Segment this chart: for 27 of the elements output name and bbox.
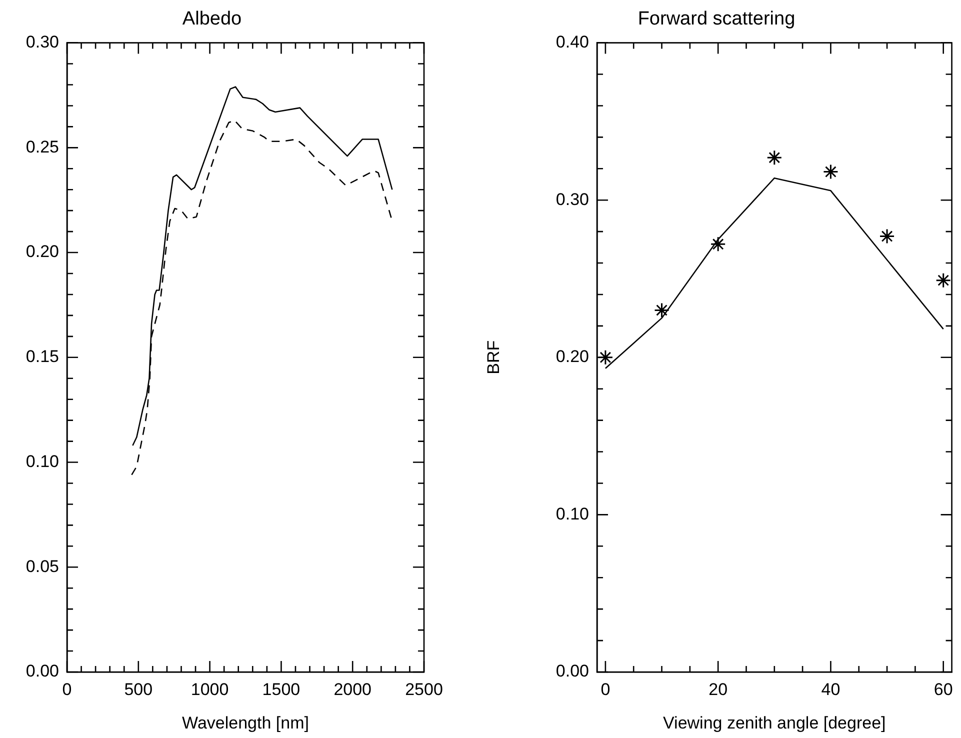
chart-title: Albedo: [182, 8, 242, 30]
y-tick-label: 0.25: [26, 137, 59, 156]
x-tick-label: 1000: [190, 680, 229, 699]
x-tick-label: 40: [821, 680, 840, 699]
x-tick-label: 2500: [405, 680, 443, 699]
x-tick-label: 20: [708, 680, 728, 699]
y-tick-label: 0.20: [556, 347, 589, 366]
x-tick-label: 0: [600, 680, 610, 699]
x-tick-label: 1500: [262, 680, 300, 699]
chart-title: Forward scattering: [638, 8, 796, 30]
y-tick-label: 0.15: [26, 347, 59, 366]
y-tick-label: 0.20: [26, 242, 59, 262]
x-axis-title: Wavelength [nm]: [182, 713, 309, 732]
y-tick-label: 0.30: [26, 32, 59, 52]
y-tick-label: 0.05: [26, 556, 59, 576]
x-tick-label: 2000: [334, 680, 372, 699]
y-tick-label: 0.40: [556, 32, 589, 52]
y-tick-label: 0.30: [556, 190, 589, 209]
y-tick-label: 0.10: [556, 504, 589, 524]
y-axis-title: BRF: [484, 340, 503, 374]
x-tick-label: 500: [124, 680, 153, 699]
x-tick-label: 60: [934, 680, 953, 699]
y-tick-label: 0.00: [26, 662, 59, 681]
y-tick-label: 0.00: [556, 662, 589, 681]
y-tick-label: 0.10: [26, 452, 59, 471]
x-axis-title: Viewing zenith angle [degree]: [663, 713, 886, 732]
x-tick-label: 0: [62, 680, 72, 699]
